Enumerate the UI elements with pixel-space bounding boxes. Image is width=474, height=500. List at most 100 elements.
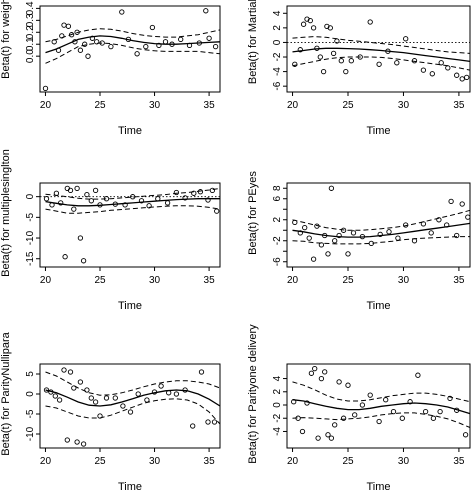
- data-point: [197, 189, 204, 195]
- data-point: [155, 196, 161, 202]
- x-tick-label: 20: [287, 456, 299, 467]
- data-point: [186, 42, 193, 49]
- data-point: [138, 198, 145, 204]
- data-point: [89, 35, 96, 41]
- data-point: [196, 40, 202, 46]
- data-point: [315, 435, 321, 441]
- data-point: [386, 229, 392, 235]
- smooth-fit-line: [292, 399, 471, 415]
- data-point: [436, 217, 442, 223]
- y-tick-label: -2: [272, 413, 283, 422]
- x-tick-label: 30: [149, 456, 161, 467]
- data-point: [325, 432, 331, 438]
- y-tick-label: -4: [272, 67, 283, 76]
- lower-confidence-band: [292, 412, 471, 428]
- y-axis-title: Beta(t) for Parityone delivery: [247, 324, 259, 464]
- data-point: [407, 399, 413, 405]
- x-tick-label: 25: [342, 100, 354, 111]
- data-point: [429, 71, 435, 77]
- data-point: [209, 187, 216, 194]
- data-point: [430, 415, 437, 421]
- data-point: [143, 43, 149, 50]
- data-point: [61, 22, 67, 28]
- data-point: [415, 372, 421, 378]
- x-tick-label: 35: [453, 456, 465, 467]
- y-tick-label: 0: [272, 39, 283, 45]
- data-point: [328, 185, 335, 191]
- plot-frame: [39, 182, 221, 268]
- x-axis-title: Time: [366, 481, 390, 493]
- data-point: [56, 397, 63, 403]
- upper-confidence-band: [292, 36, 471, 54]
- data-point: [103, 196, 110, 202]
- data-point: [58, 200, 64, 206]
- y-tick-label: -5: [25, 212, 36, 221]
- y-tick-label: -5: [25, 409, 36, 418]
- data-point: [312, 365, 318, 372]
- data-point: [338, 58, 344, 64]
- data-point: [292, 61, 298, 67]
- data-point: [67, 187, 74, 194]
- data-point: [203, 8, 209, 14]
- y-tick-label: -15: [25, 251, 36, 266]
- data-point: [77, 47, 84, 53]
- data-point: [166, 390, 172, 396]
- data-point: [348, 58, 354, 64]
- data-point: [359, 233, 366, 240]
- data-point: [428, 230, 434, 236]
- smooth-fit-line: [45, 198, 220, 207]
- data-point: [158, 383, 164, 389]
- y-tick-label: 8: [272, 185, 283, 191]
- x-axis-title: Time: [366, 125, 390, 137]
- data-point: [212, 43, 219, 50]
- data-point: [292, 219, 298, 226]
- y-tick-label: 6: [272, 196, 283, 202]
- data-point: [77, 235, 84, 241]
- data-point: [92, 187, 99, 194]
- x-tick-label: 35: [453, 275, 465, 286]
- data-point: [465, 214, 471, 220]
- data-point: [438, 60, 444, 66]
- data-point: [306, 235, 312, 241]
- data-point: [112, 395, 118, 401]
- data-point: [61, 367, 67, 373]
- data-point: [190, 423, 196, 429]
- data-point: [318, 242, 325, 248]
- data-point: [314, 223, 320, 229]
- data-point: [64, 437, 70, 443]
- lower-confidence-band: [45, 398, 221, 425]
- y-tick-label: 2: [272, 389, 283, 395]
- data-point: [112, 201, 118, 207]
- x-tick-label: 20: [287, 275, 299, 286]
- x-tick-label: 25: [94, 100, 106, 111]
- y-tick-label: 4: [272, 375, 283, 381]
- data-point: [108, 43, 114, 50]
- data-point: [340, 415, 347, 421]
- data-point: [84, 191, 90, 198]
- data-point: [205, 419, 211, 425]
- panel-1: 20 25 30 35 0.00.10.20.30.4 Time Beta(t) for w…: [0, 0, 221, 137]
- data-point: [297, 230, 303, 236]
- data-point: [53, 190, 60, 196]
- x-tick-label: 35: [453, 100, 465, 111]
- y-tick-label: 0: [25, 391, 36, 397]
- y-tick-label: -2: [272, 52, 283, 61]
- data-point: [310, 256, 317, 262]
- data-point: [191, 190, 197, 196]
- data-point: [327, 25, 333, 31]
- data-point: [320, 68, 327, 75]
- data-point: [77, 379, 84, 385]
- data-point: [302, 224, 308, 231]
- data-point: [399, 415, 405, 421]
- plot-frame: [286, 363, 471, 449]
- data-point: [173, 391, 180, 397]
- upper-confidence-band: [45, 187, 221, 200]
- data-point: [422, 408, 429, 415]
- y-tick-label: 0.3: [25, 13, 36, 27]
- data-point: [352, 412, 358, 418]
- y-axis-title: Beta(t) for ParityNullipara: [0, 331, 12, 455]
- data-point: [332, 238, 338, 244]
- x-tick-label: 25: [94, 456, 106, 467]
- data-point: [74, 439, 80, 445]
